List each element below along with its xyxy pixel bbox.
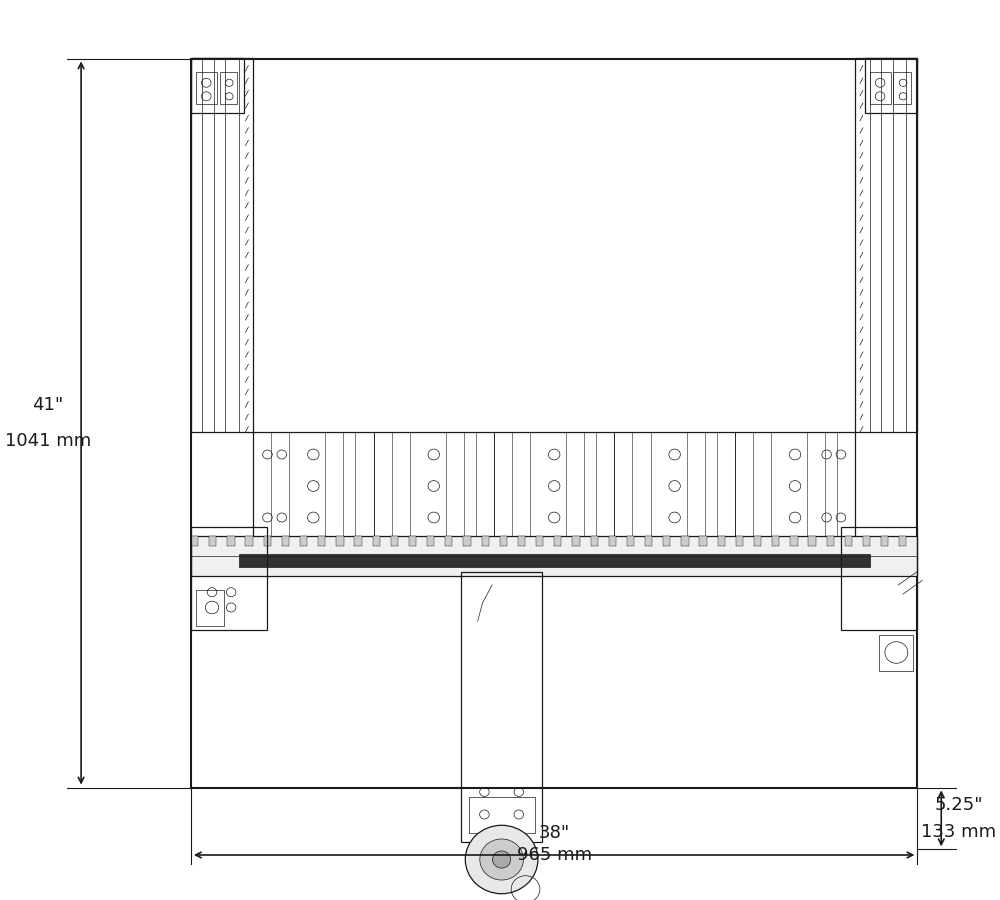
Bar (445, 536, 452, 546)
Bar (841, 526, 917, 630)
Bar (536, 536, 543, 546)
Circle shape (493, 851, 511, 868)
Bar (336, 536, 344, 546)
Bar (196, 72, 217, 104)
Bar (879, 634, 913, 670)
Bar (845, 536, 852, 546)
Bar (191, 58, 917, 788)
Bar (253, 432, 855, 540)
Bar (461, 572, 542, 842)
Bar (518, 536, 525, 546)
Bar (870, 72, 891, 104)
Bar (463, 536, 471, 546)
Bar (191, 58, 253, 432)
Bar (609, 536, 616, 546)
Bar (500, 536, 507, 546)
Bar (718, 536, 725, 546)
Bar (191, 58, 244, 112)
Bar (808, 536, 816, 546)
Bar (391, 536, 398, 546)
Bar (735, 432, 855, 540)
Bar (220, 72, 237, 104)
Bar (627, 536, 634, 546)
Text: 38": 38" (539, 824, 570, 842)
Bar (863, 536, 870, 546)
Bar (865, 58, 917, 112)
Bar (736, 536, 743, 546)
Bar (191, 536, 198, 546)
Bar (614, 432, 735, 540)
Bar (373, 536, 380, 546)
Bar (645, 536, 652, 546)
Bar (899, 536, 906, 546)
Text: 41": 41" (32, 396, 63, 414)
Bar (663, 536, 670, 546)
Bar (196, 590, 224, 625)
Bar (318, 536, 325, 546)
Bar (482, 536, 489, 546)
Bar (209, 536, 216, 546)
Bar (191, 536, 917, 576)
Bar (300, 536, 307, 546)
Bar (790, 536, 798, 546)
Bar (554, 536, 561, 546)
Text: 5.25": 5.25" (934, 796, 983, 814)
Bar (572, 536, 580, 546)
Bar (469, 796, 535, 832)
Bar (699, 536, 707, 546)
Bar (827, 536, 834, 546)
Bar (881, 536, 888, 546)
Text: 1041 mm: 1041 mm (5, 432, 91, 450)
Bar (409, 536, 416, 546)
Bar (227, 536, 235, 546)
Bar (264, 536, 271, 546)
Bar (494, 432, 614, 540)
Bar (245, 536, 253, 546)
Bar (282, 536, 289, 546)
Text: 133 mm: 133 mm (921, 823, 996, 841)
Bar (191, 526, 267, 630)
Bar (354, 536, 362, 546)
Bar (427, 536, 434, 546)
Circle shape (465, 825, 538, 894)
Bar (893, 72, 911, 104)
Bar (591, 536, 598, 546)
Bar (754, 536, 761, 546)
Bar (253, 432, 374, 540)
Bar (239, 554, 870, 567)
Bar (681, 536, 689, 546)
Text: 965 mm: 965 mm (517, 846, 592, 864)
Bar (374, 432, 494, 540)
Bar (772, 536, 779, 546)
Circle shape (480, 839, 523, 880)
Bar (855, 58, 917, 432)
